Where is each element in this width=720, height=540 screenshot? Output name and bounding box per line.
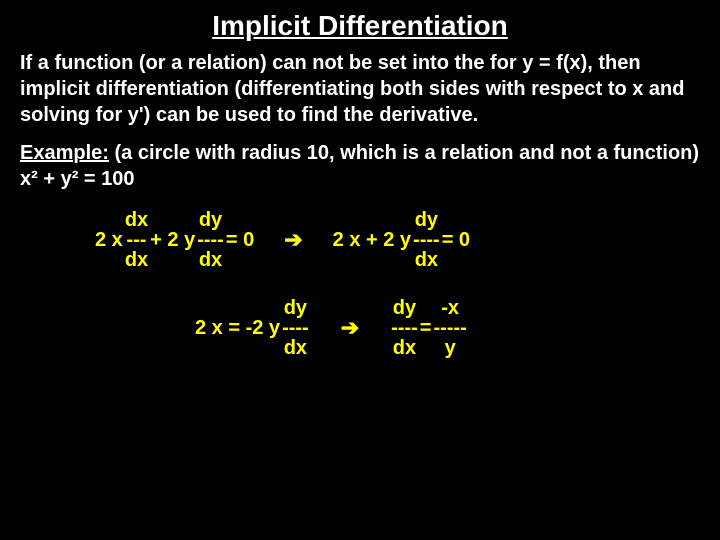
- eq1-right-post: = 0: [442, 229, 470, 252]
- eq2-left: 2 x = -2 y dy ---- dx: [195, 298, 311, 358]
- eq2-frac3: -x ----- y: [433, 298, 466, 358]
- eq1-frac2: dy ---- dx: [197, 210, 224, 270]
- eq1-mid: + 2 y: [150, 229, 195, 252]
- eq2-left-pre: 2 x = -2 y: [195, 317, 280, 340]
- eq1-post: = 0: [226, 229, 254, 252]
- eq1-right-pre: 2 x + 2 y: [333, 229, 411, 252]
- eq2-mid: =: [420, 317, 432, 340]
- eq2-frac1: dy ---- dx: [282, 298, 309, 358]
- example-text: (a circle with radius 10, which is a rel…: [20, 142, 699, 190]
- eq2-frac2: dy ---- dx: [391, 298, 418, 358]
- slide-title: Implicit Differentiation: [20, 10, 700, 42]
- arrow-icon: ➔: [341, 315, 359, 341]
- equation-row-1: 2 x dx --- dx + 2 y dy ---- dx = 0 ➔ 2 x…: [20, 210, 700, 270]
- arrow-icon: ➔: [284, 227, 302, 253]
- eq1-left: 2 x dx --- dx + 2 y dy ---- dx = 0: [95, 210, 254, 270]
- example-line: Example: (a circle with radius 10, which…: [20, 140, 700, 192]
- slide-container: Implicit Differentiation If a function (…: [0, 0, 720, 396]
- eq1-right: 2 x + 2 y dy ---- dx = 0: [333, 210, 470, 270]
- intro-paragraph: If a function (or a relation) can not be…: [20, 50, 700, 128]
- eq1-left-pre: 2 x: [95, 229, 123, 252]
- eq1-frac1: dx --- dx: [125, 210, 148, 270]
- eq2-right: dy ---- dx = -x ----- y: [389, 298, 469, 358]
- equation-row-2: 2 x = -2 y dy ---- dx ➔ dy ---- dx = -x …: [20, 298, 700, 358]
- eq1-frac3: dy ---- dx: [413, 210, 440, 270]
- example-label: Example:: [20, 142, 109, 164]
